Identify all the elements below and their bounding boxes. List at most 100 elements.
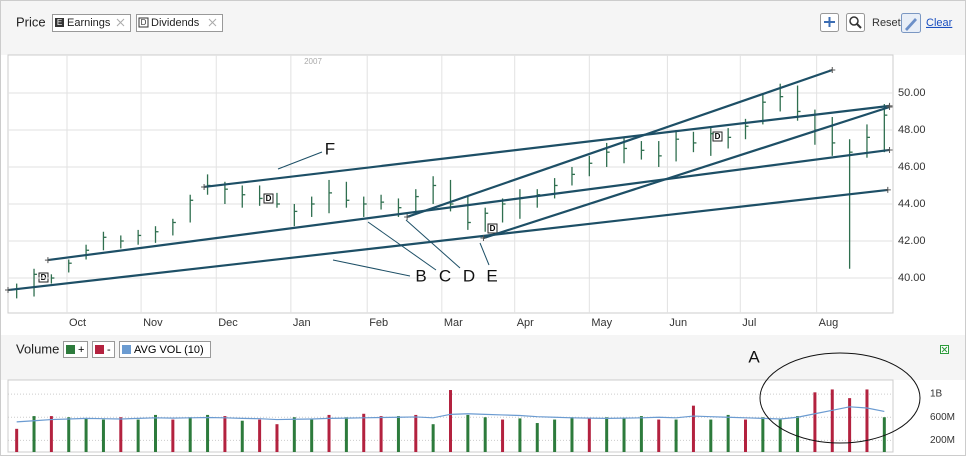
avg-volume-line	[16, 406, 885, 423]
volume-bar	[362, 413, 366, 452]
volume-bar	[67, 417, 71, 452]
volume-bar	[605, 417, 609, 452]
volume-bar	[327, 414, 331, 452]
trendline	[483, 105, 890, 240]
x-tick-label: Nov	[143, 317, 163, 329]
dividend-marker[interactable]: D	[266, 194, 272, 203]
trend-handle	[5, 287, 11, 294]
volume-bar	[414, 414, 418, 452]
y-tick-label: 600M	[930, 412, 955, 423]
year-label: 2007	[304, 57, 322, 66]
legend-label: -	[107, 344, 111, 356]
volume-bar	[292, 417, 296, 452]
x-tick-label: Aug	[819, 317, 839, 329]
volume-bar	[865, 389, 869, 452]
volume-bar	[553, 419, 557, 452]
annotation-ellipse	[759, 352, 921, 444]
volume-bar	[15, 428, 19, 452]
volume-bar	[310, 419, 314, 452]
reset-link[interactable]: Reset	[872, 17, 901, 29]
earnings-icon: E	[57, 18, 62, 27]
volume-title: Volume	[16, 341, 59, 356]
y-tick-label: 40.00	[898, 272, 926, 284]
draw-button[interactable]	[901, 13, 921, 33]
volume-bar	[691, 405, 695, 452]
volume-bar	[830, 389, 834, 452]
volume-bar	[518, 418, 522, 452]
y-tick-label: 44.00	[898, 198, 926, 210]
volume-bar	[778, 419, 782, 452]
x-tick-label: May	[591, 317, 612, 329]
pan-button[interactable]	[820, 13, 839, 32]
y-tick-label: 46.00	[898, 161, 926, 173]
volume-bar	[501, 419, 505, 452]
volume-bar	[258, 419, 262, 452]
dividends-label: Dividends	[151, 17, 200, 29]
dividends-button[interactable]: D Dividends	[136, 14, 223, 32]
x-tick-label: Mar	[444, 317, 463, 329]
earnings-label: Earnings	[67, 17, 111, 29]
dividend-marker-box	[38, 272, 49, 283]
volume-bar	[396, 416, 400, 452]
trend-handle	[201, 183, 208, 190]
x-tick-label: Apr	[517, 317, 534, 329]
volume-bar	[882, 417, 886, 452]
volume-bar	[223, 416, 227, 452]
trend-handle	[480, 235, 487, 242]
panel-title: Price	[16, 14, 46, 29]
trend-handle	[884, 186, 891, 193]
dividend-marker[interactable]: D	[490, 224, 496, 233]
volume-bar	[657, 419, 661, 452]
volume-bar	[32, 416, 36, 452]
legend-label: +	[78, 344, 84, 356]
x-tick-label: Jul	[742, 317, 756, 329]
dividend-marker-box	[712, 131, 723, 142]
volume-bar	[726, 414, 730, 452]
y-tick-label: 48.00	[898, 124, 926, 136]
volume-bar	[570, 417, 574, 452]
earnings-button[interactable]: E Earnings	[52, 14, 131, 32]
volume-bar	[744, 419, 747, 452]
volume-bar	[761, 417, 765, 452]
volume-bar	[84, 418, 88, 452]
y-tick-label: 50.00	[898, 87, 926, 99]
volume-bar	[240, 420, 244, 452]
annotation-label: B	[415, 266, 426, 285]
y-tick-label: 42.00	[898, 235, 926, 247]
volume-bar	[136, 419, 140, 452]
volume-bar	[101, 419, 105, 452]
volume-bar	[49, 416, 53, 452]
volume-bar	[848, 398, 852, 452]
clear-link[interactable]: Clear	[926, 17, 953, 29]
volume-bar	[275, 424, 279, 452]
volume-bar	[119, 417, 123, 452]
trend-handle	[404, 213, 411, 220]
x-tick-label: Feb	[369, 317, 388, 329]
annotation-label: D	[463, 266, 475, 285]
volume-bar	[171, 419, 175, 452]
volume-bar	[535, 423, 539, 452]
expand-button[interactable]	[940, 345, 949, 354]
annotation-label: F	[325, 139, 335, 158]
volume-bar	[796, 416, 800, 452]
x-tick-label: Jun	[669, 317, 687, 329]
volume-bar	[466, 414, 470, 452]
x-tick-label: Oct	[69, 317, 86, 329]
volume-bar	[813, 392, 817, 452]
zoom-button[interactable]	[846, 13, 865, 32]
trendline	[47, 148, 890, 262]
trendline	[203, 104, 890, 189]
legend-swatch	[122, 345, 131, 354]
volume-bar	[154, 414, 157, 452]
volume-bar	[188, 417, 192, 452]
annotation-label: A	[748, 347, 760, 366]
volume-bar	[483, 417, 487, 452]
volume-bar	[674, 419, 678, 452]
volume-bar	[344, 417, 348, 452]
legend: + - AVG VOL (10)	[63, 341, 211, 358]
legend-swatch	[95, 345, 104, 354]
trend-handle	[886, 146, 893, 153]
legend-swatch	[66, 345, 75, 354]
dividend-marker[interactable]: D	[715, 132, 721, 141]
